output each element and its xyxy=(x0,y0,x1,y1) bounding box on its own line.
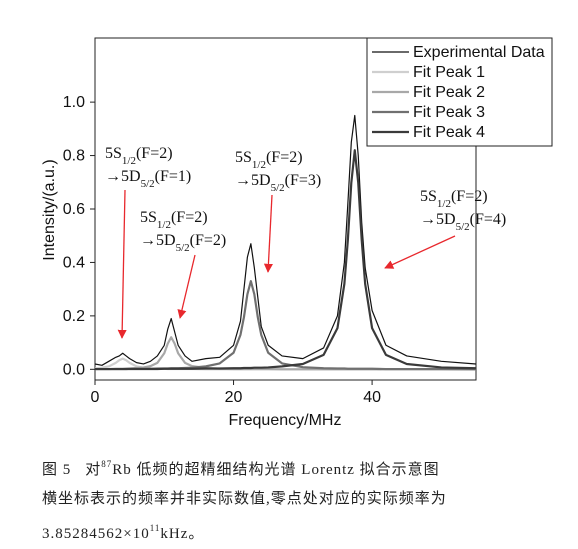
figure-caption: 图 5 对87Rb 低频的超精细结构光谱 Lorentz 拟合示意图 横坐标表示的… xyxy=(42,450,562,549)
series-line xyxy=(95,149,476,371)
annotation-arrow xyxy=(117,189,127,339)
legend-label: Fit Peak 2 xyxy=(413,84,485,101)
annotation-part: 5S xyxy=(105,145,122,162)
series-line xyxy=(95,114,476,366)
caption-line: 图 5 对87Rb 低频的超精细结构光谱 Lorentz 拟合示意图 xyxy=(42,450,562,485)
chart: Frequency/MHz Intensity/(a.u.) 0.0 0.2 0.4… xyxy=(41,37,553,429)
annotation-subscript: 1/2 xyxy=(157,219,171,231)
y-tick-label: 0.4 xyxy=(63,254,85,271)
annotation-subscript: 5/2 xyxy=(141,178,155,190)
caption-text: kHz。 xyxy=(160,526,205,542)
annotation-part: 5S xyxy=(235,149,252,166)
annotation-part: 5S xyxy=(420,188,437,205)
caption-text: 对 xyxy=(85,462,102,478)
legend-label: Fit Peak 1 xyxy=(413,64,485,81)
annotation-text: 5S1/2(F=2) xyxy=(420,188,488,210)
x-tick-label: 20 xyxy=(225,389,243,406)
annotation-text: →5D5/2(F=3) xyxy=(235,172,321,194)
annotation-subscript: 1/2 xyxy=(122,155,136,167)
annotation-subscript: 1/2 xyxy=(252,159,266,171)
plot-lines xyxy=(95,114,476,371)
annotation-part: 5S xyxy=(140,209,157,226)
annotation-part: →5D xyxy=(235,172,271,189)
figure-label: 图 5 xyxy=(42,462,72,478)
annotation-subscript: 5/2 xyxy=(176,242,190,254)
caption-text: 3.85284562×10 xyxy=(42,526,150,542)
x-axis-label: Frequency/MHz xyxy=(229,412,342,429)
annotation-subscript: 5/2 xyxy=(456,221,470,233)
y-tick-label: 0.6 xyxy=(63,201,85,218)
y-tick-label: 0.0 xyxy=(63,361,85,378)
annotation-part: (F=2) xyxy=(136,145,173,162)
y-tick-label: 1.0 xyxy=(63,94,85,111)
annotation-text: 5S1/2(F=2) xyxy=(140,209,208,231)
annotation-part: (F=2) xyxy=(451,188,488,205)
annotation-part: (F=2) xyxy=(190,232,227,249)
annotation-part: →5D xyxy=(140,232,176,249)
caption-superscript: 87 xyxy=(101,459,113,469)
legend-label: Experimental Data xyxy=(413,44,545,61)
caption-line: 横坐标表示的频率并非实际数值,零点处对应的实际频率为 xyxy=(42,491,447,507)
annotation-part: (F=2) xyxy=(266,149,303,166)
annotation-subscript: 1/2 xyxy=(437,198,451,210)
y-tick-label: 0.8 xyxy=(63,148,85,165)
annotation-text: →5D5/2(F=4) xyxy=(420,211,506,233)
annotation-arrow xyxy=(384,235,456,269)
x-tick-label: 0 xyxy=(91,389,100,406)
annotation-part: →5D xyxy=(420,211,456,228)
annotation-arrow xyxy=(177,254,196,319)
y-tick-label: 0.2 xyxy=(63,308,85,325)
legend-label: Fit Peak 4 xyxy=(413,124,485,141)
legend-label: Fit Peak 3 xyxy=(413,104,485,121)
y-axis-label: Intensity/(a.u.) xyxy=(41,159,58,260)
annotation-part: (F=3) xyxy=(285,172,322,189)
annotation-text: →5D5/2(F=1) xyxy=(105,168,191,190)
annotation-text: 5S1/2(F=2) xyxy=(105,145,173,167)
annotation-part: →5D xyxy=(105,168,141,185)
annotation-part: (F=1) xyxy=(155,168,192,185)
annotation-part: (F=4) xyxy=(470,211,507,228)
annotation-subscript: 5/2 xyxy=(271,182,285,194)
x-tick-label: 40 xyxy=(363,389,381,406)
caption-line: 3.85284562×1011kHz。 xyxy=(42,514,562,549)
annotation-part: (F=2) xyxy=(171,209,208,226)
caption-text: Rb 低频的超精细结构光谱 Lorentz 拟合示意图 xyxy=(112,462,440,478)
annotation-text: →5D5/2(F=2) xyxy=(140,232,226,254)
annotation-text: 5S1/2(F=2) xyxy=(235,149,303,171)
annotation-arrow xyxy=(263,194,273,273)
caption-superscript: 11 xyxy=(149,523,161,533)
